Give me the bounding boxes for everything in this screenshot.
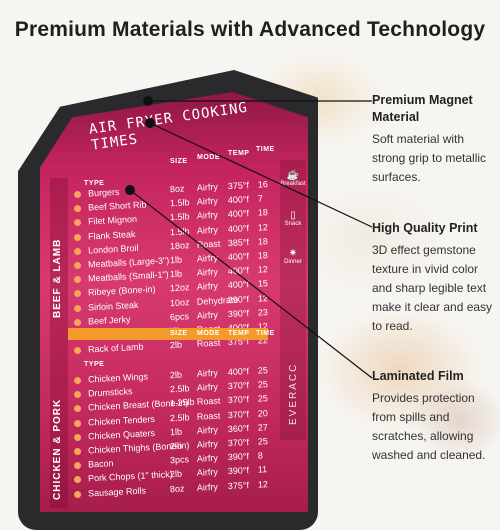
callout-desc-print: 3D effect gemstone texture in vivid colo…: [372, 243, 493, 333]
callout-film: Laminated Film Provides protection from …: [372, 368, 497, 465]
dinner-icon: ✷: [288, 248, 298, 259]
col-time-beef: TIME: [256, 146, 275, 153]
leader-film: [129, 189, 373, 379]
rail-label-snack: Snack: [284, 221, 302, 227]
callout-title-film: Laminated Film: [372, 369, 464, 383]
headline: Premium Materials with Advanced Technolo…: [14, 18, 486, 41]
col-size-beef: SIZE: [170, 158, 188, 165]
leader-print: [149, 122, 373, 228]
callout-desc-film: Provides protection from spills and scra…: [372, 391, 486, 462]
section-bar-chicken: [68, 328, 268, 340]
callout-print: High Quality Print 3D effect gemstone te…: [372, 220, 497, 336]
breakfast-icon: ☕: [286, 170, 300, 181]
callout-title-print: High Quality Print: [372, 221, 478, 235]
callout-title-magnet: Premium Magnet Material: [372, 93, 473, 124]
col-mode-beef: MODE: [197, 154, 220, 161]
category-sidebar: [50, 178, 68, 508]
callout-marker-film: [125, 185, 135, 195]
callout-leader-lines: [129, 100, 373, 379]
rail-label-dinner: Dinner: [284, 259, 302, 265]
snack-icon: ▯: [290, 210, 296, 221]
type-header-beef: TYPE: [84, 180, 105, 187]
col-size-chicken: SIZE: [170, 330, 188, 337]
callout-magnet: Premium Magnet Material Soft material wi…: [372, 92, 497, 187]
col-time-chicken: TIME: [256, 330, 275, 337]
rail-item-snack: ▯ Snack: [280, 210, 306, 227]
magnet-print-surface: [40, 92, 308, 512]
rail-item-dinner: ✷ Dinner: [280, 248, 306, 265]
rail-label-breakfast: Breakfast: [280, 181, 306, 187]
col-temp-beef: TEMP: [228, 150, 250, 157]
meal-icon-rail: ☕ Breakfast ▯ Snack ✷ Dinner: [280, 160, 306, 440]
col-temp-chicken: TEMP: [228, 330, 250, 337]
callout-desc-magnet: Soft material with strong grip to metall…: [372, 132, 487, 184]
col-mode-chicken: MODE: [197, 330, 220, 337]
callout-marker-print: [145, 118, 155, 128]
type-header-chicken: TYPE: [84, 361, 105, 368]
callout-marker-magnet: [143, 96, 153, 106]
rail-item-breakfast: ☕ Breakfast: [280, 170, 306, 187]
